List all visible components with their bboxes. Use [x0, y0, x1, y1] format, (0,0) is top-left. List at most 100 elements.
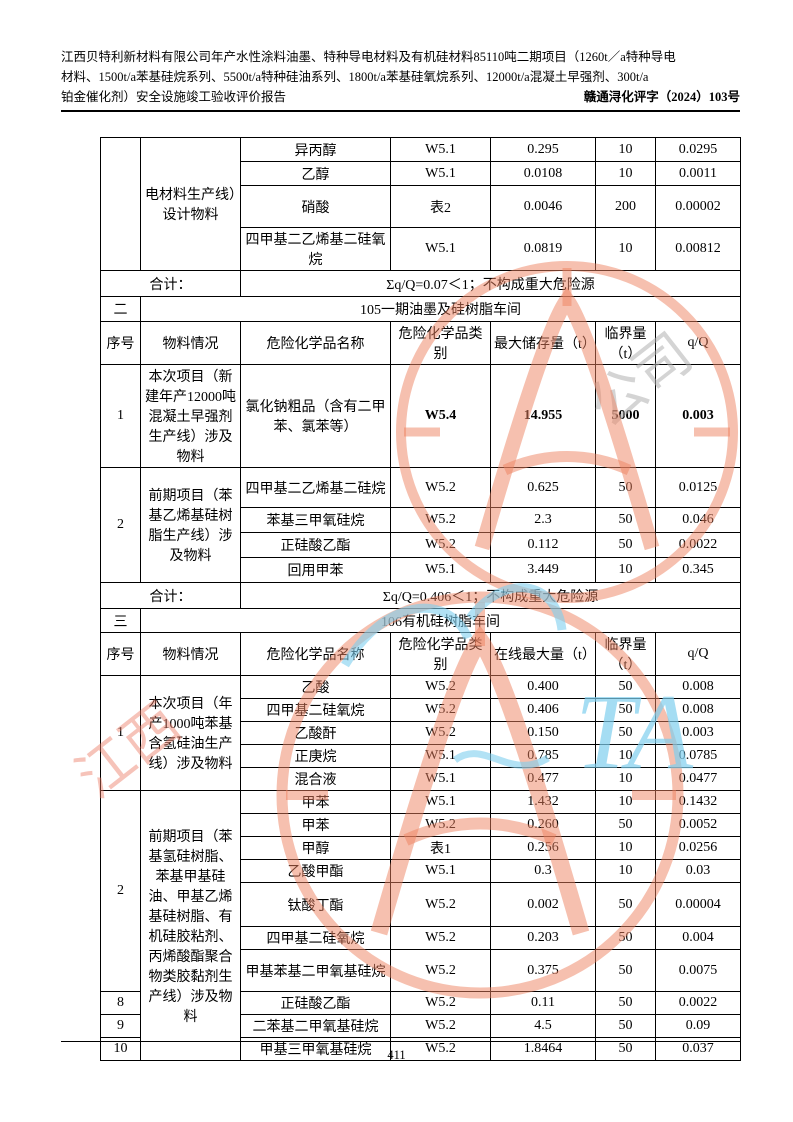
table-row: 硝酸 表2 0.0046 200 0.00002 [101, 185, 741, 228]
quantity-cell: 0.150 [490, 721, 596, 745]
threshold-cell: 10 [595, 859, 656, 883]
chemical-class-cell: W5.1 [390, 767, 491, 791]
quantity-cell: 0.0108 [490, 161, 596, 186]
threshold-cell: 50 [595, 675, 656, 699]
material-cell: 本次项目（年产1000吨苯基含氢硅油生产线）涉及物料 [140, 675, 241, 791]
chemical-name-cell: 回用甲苯 [240, 557, 391, 583]
chemical-name-cell: 正庚烷 [240, 744, 391, 768]
chemical-class-cell: W5.1 [390, 161, 491, 186]
col-header-quantity: 最大储存量（t） [490, 321, 596, 365]
quantity-cell: 3.449 [490, 557, 596, 583]
threshold-cell: 10 [595, 137, 656, 162]
quantity-cell: 4.5 [490, 1014, 596, 1038]
chemical-class-cell: W5.1 [390, 137, 491, 162]
ratio-cell: 0.0125 [655, 467, 741, 508]
threshold-cell: 10 [595, 744, 656, 768]
serial-cell: 1 [100, 364, 141, 468]
total-text-cell: Σq/Q=0.406＜1；不构成重大危险源 [240, 582, 741, 609]
quantity-cell: 0.406 [490, 698, 596, 722]
col-header-name: 危险化学品名称 [240, 321, 391, 365]
chemical-name-cell: 甲醇 [240, 836, 391, 860]
chemical-name-cell: 乙酸酐 [240, 721, 391, 745]
col-header-serial: 序号 [100, 321, 141, 365]
ratio-cell: 0.00002 [655, 185, 741, 228]
doc-header-line2: 材料、1500t/a苯基硅烷系列、5500t/a特种硅油系列、1800t/a苯基… [61, 69, 649, 84]
section-title-cell: 105一期油墨及硅树脂车间 [140, 296, 741, 322]
quantity-cell: 0.3 [490, 859, 596, 883]
table-row: 2 前期项目（苯基氢硅树脂、苯基甲基硅油、甲基乙烯基硅树脂、有机硅胶粘剂、丙烯酸… [100, 790, 741, 1061]
ratio-cell: 0.00004 [655, 882, 741, 927]
threshold-cell: 5000 [595, 364, 656, 468]
chemical-class-cell: W5.2 [390, 882, 491, 927]
chemical-class-cell: W5.1 [390, 227, 491, 271]
quantity-cell: 0.256 [490, 836, 596, 860]
quantity-cell: 0.0819 [490, 227, 596, 271]
threshold-cell: 50 [595, 698, 656, 722]
col-header-ratio: q/Q [655, 321, 741, 365]
chemical-name-cell: 四甲基二硅氧烷 [240, 926, 391, 950]
serial-cell: 1 [100, 675, 141, 791]
chemical-name-cell: 乙酸 [240, 675, 391, 699]
col-header-ratio: q/Q [655, 632, 741, 676]
ratio-cell: 0.09 [655, 1014, 741, 1038]
chemical-name-cell: 四甲基二硅氧烷 [240, 698, 391, 722]
chemical-name-cell: 钛酸丁酯 [240, 882, 391, 927]
material-cell: 本次项目（新建年产12000吨混凝土早强剂生产线）涉及物料 [140, 364, 241, 468]
quantity-cell: 0.625 [490, 467, 596, 508]
chemical-name-cell: 乙醇 [240, 161, 391, 186]
chemical-name-cell: 甲苯 [240, 790, 391, 814]
chemical-class-cell: W5.1 [390, 557, 491, 583]
chemical-class-cell: 表1 [390, 836, 491, 860]
chemical-class-cell: W5.1 [390, 859, 491, 883]
chemical-name-cell: 甲基苯基二甲氧基硅烷 [240, 949, 391, 992]
ratio-cell: 0.00812 [655, 227, 741, 271]
serial-cell: 8 [100, 991, 141, 1015]
chemical-class-cell: W5.2 [390, 1014, 491, 1038]
total-row: 合计： Σq/Q=0.406＜1；不构成重大危险源 [100, 582, 741, 609]
doc-header-line1: 江西贝特利新材料有限公司年产水性涂料油墨、特种导电材料及有机硅材料85110吨二… [61, 50, 676, 64]
chemical-name-cell: 混合液 [240, 767, 391, 791]
threshold-cell: 50 [595, 507, 656, 533]
col-header-serial: 序号 [100, 632, 141, 676]
section-title-cell: 106有机硅树脂车间 [140, 608, 741, 633]
threshold-cell: 50 [595, 467, 656, 508]
threshold-cell: 50 [595, 532, 656, 558]
doc-header-line3: 铂金催化剂）安全设施竣工验收评价报告 [61, 89, 287, 104]
footer-rule [61, 1041, 740, 1042]
total-label-cell: 合计： [100, 270, 241, 297]
chemical-name-cell: 二苯基二甲氧基硅烷 [240, 1014, 391, 1038]
material-cell: 前期项目（苯基乙烯基硅树脂生产线）涉及物料 [140, 467, 241, 583]
chemical-class-cell: W5.2 [390, 721, 491, 745]
ratio-cell: 0.0052 [655, 813, 741, 837]
total-label-cell: 合计： [100, 582, 241, 609]
threshold-cell: 50 [595, 926, 656, 950]
col-header-material: 物料情况 [140, 321, 241, 365]
quantity-cell: 0.375 [490, 949, 596, 992]
chemical-class-cell: W5.2 [390, 698, 491, 722]
quantity-cell: 0.295 [490, 137, 596, 162]
section-row: 三 106有机硅树脂车间 [100, 608, 741, 633]
chemical-name-cell: 异丙醇 [240, 137, 391, 162]
quantity-cell: 0.785 [490, 744, 596, 768]
quantity-cell: 0.0046 [490, 185, 596, 228]
chemical-class-cell: 表2 [390, 185, 491, 228]
material-cell: 电材料生产线）设计物料 [140, 137, 241, 271]
quantity-cell: 0.203 [490, 926, 596, 950]
page-number: 411 [387, 1048, 406, 1062]
ratio-cell: 0.0477 [655, 767, 741, 791]
table-row: 1 本次项目（年产1000吨苯基含氢硅油生产线）涉及物料 乙酸 W5.2 0.4… [100, 675, 741, 791]
ratio-cell: 0.046 [655, 507, 741, 533]
chemical-class-cell: W5.1 [390, 744, 491, 768]
quantity-cell: 0.400 [490, 675, 596, 699]
chemical-name-cell: 硝酸 [240, 185, 391, 228]
col-header-threshold: 临界量（t） [595, 632, 656, 676]
quantity-cell: 0.112 [490, 532, 596, 558]
threshold-cell: 50 [595, 1014, 656, 1038]
ratio-cell: 0.0075 [655, 949, 741, 992]
threshold-cell: 50 [595, 721, 656, 745]
chemical-name-cell: 氯化钠粗品（含有二甲苯、氯苯等） [240, 364, 391, 468]
section-number-cell: 三 [100, 608, 141, 633]
chemical-class-cell: W5.2 [390, 675, 491, 699]
ratio-cell: 0.0256 [655, 836, 741, 860]
section-number-cell: 二 [100, 296, 141, 322]
